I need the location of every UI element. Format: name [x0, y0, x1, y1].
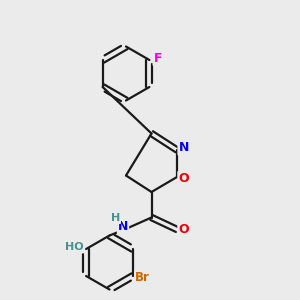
Text: N: N — [118, 220, 128, 233]
Text: O: O — [178, 172, 189, 185]
Text: H: H — [111, 213, 120, 223]
Text: O: O — [178, 223, 189, 236]
Text: HO: HO — [65, 242, 84, 253]
Text: Br: Br — [135, 271, 150, 284]
Text: F: F — [154, 52, 162, 65]
Text: N: N — [178, 141, 189, 154]
